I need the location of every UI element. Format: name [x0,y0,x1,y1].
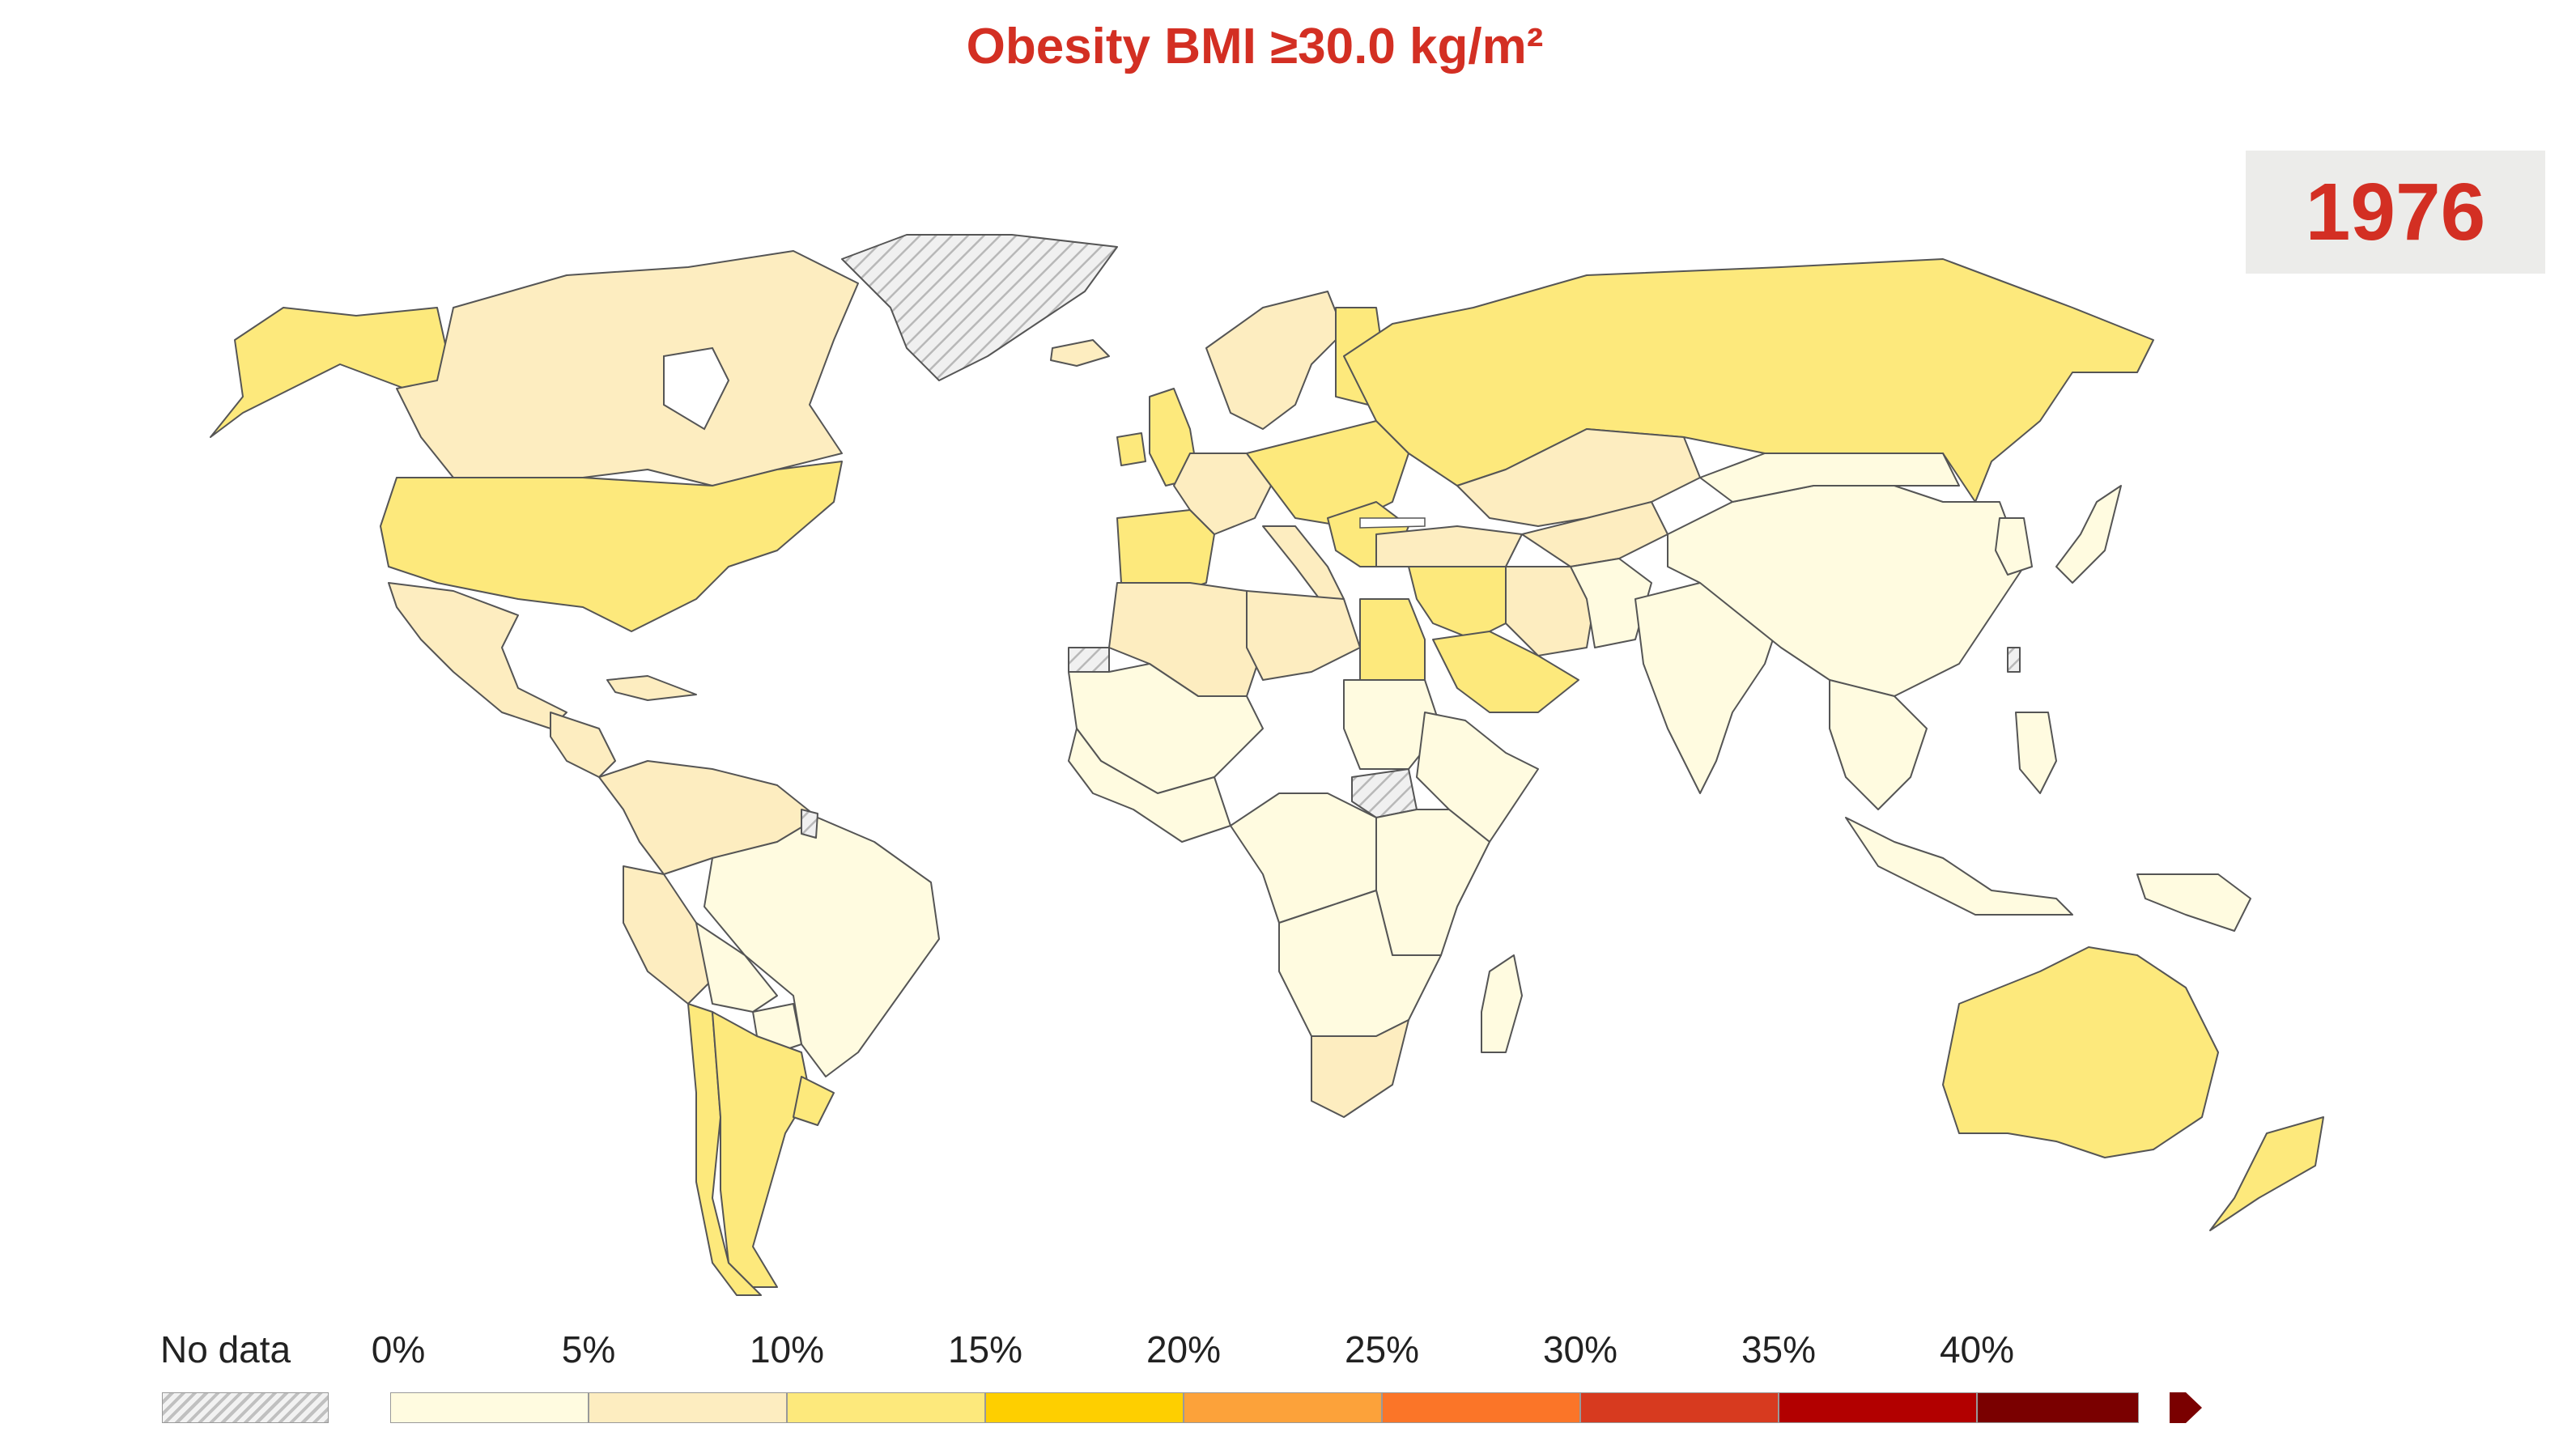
region-new-zealand [2209,1116,2324,1231]
region-libya [1246,590,1361,681]
region-brazil [704,817,940,1077]
legend-tick-8: 40% [1939,1328,2015,1370]
region-korea [1995,517,2033,576]
region-uruguay [793,1076,835,1126]
legend-bin-8 [1977,1392,2139,1423]
region-west-africa [1068,728,1231,843]
legend-tick-3: 15% [947,1328,1023,1370]
region-central-europe [1246,420,1409,527]
region-taiwan [2007,647,2021,673]
legend-arrow [2170,1392,2202,1423]
legend-bin-7 [1779,1392,1977,1423]
region-papua-new-guinea [2136,873,2251,932]
region-south-africa [1311,1019,1409,1118]
region-horn-of-africa [1416,712,1539,843]
legend-tick-7: 35% [1741,1328,1817,1370]
region-turkey [1375,525,1523,567]
region-ireland [1116,432,1146,466]
legend-tick-5: 25% [1344,1328,1420,1370]
legend-no-data-swatch [162,1392,329,1423]
region-southeast-asia [1829,679,1928,810]
region-japan [2055,485,2122,584]
region-peru [623,865,713,1005]
map-title: Obesity BMI ≥30.0 kg/m² [966,19,1544,74]
region-alaska-usa [210,307,454,438]
region-bolivia [695,922,778,1013]
year-label: 1976 [2305,166,2486,257]
region-australia [1942,946,2219,1158]
region-iceland [1050,339,1110,367]
legend-tick-4: 20% [1146,1328,1222,1370]
region-mexico [388,582,567,729]
region-kazakhstan [1456,428,1701,527]
legend-bin-2 [787,1392,985,1423]
region-philippines [2015,712,2057,794]
year-badge: 1976 [2246,151,2545,274]
region-southern-africa [1278,890,1442,1037]
region-saudi-arabia [1432,631,1579,713]
lakes [663,346,1426,529]
legend-bin-3 [985,1392,1184,1423]
region-canada [396,250,859,487]
region-mongolia [1699,453,1960,503]
legend-tick-2: 10% [749,1328,825,1370]
legend-bin-6 [1580,1392,1779,1423]
legend-bin-0 [390,1392,589,1423]
region-argentina [712,1011,810,1288]
legend-no-data-label: No data [160,1328,291,1370]
region-central-america [550,712,616,778]
region-usa [380,461,843,632]
region-middle-east [1408,566,1507,640]
legend-tick-1: 5% [561,1328,616,1370]
legend-tick-0: 0% [371,1328,426,1370]
legend-tick-6: 30% [1542,1328,1618,1370]
region-indonesia [1845,817,2073,916]
region-east-africa [1375,809,1490,956]
legend-bin-5 [1382,1392,1580,1423]
region-egypt [1359,598,1426,681]
legend-bin-1 [589,1392,787,1423]
region-madagascar [1481,954,1523,1053]
region-french-guiana [801,809,818,839]
region-afghanistan-pakistan [1570,558,1652,648]
region-cuba [606,675,697,701]
region-greenland [841,234,1118,381]
region-scandinavia [1205,291,1345,430]
legend-bin-4 [1184,1392,1382,1423]
